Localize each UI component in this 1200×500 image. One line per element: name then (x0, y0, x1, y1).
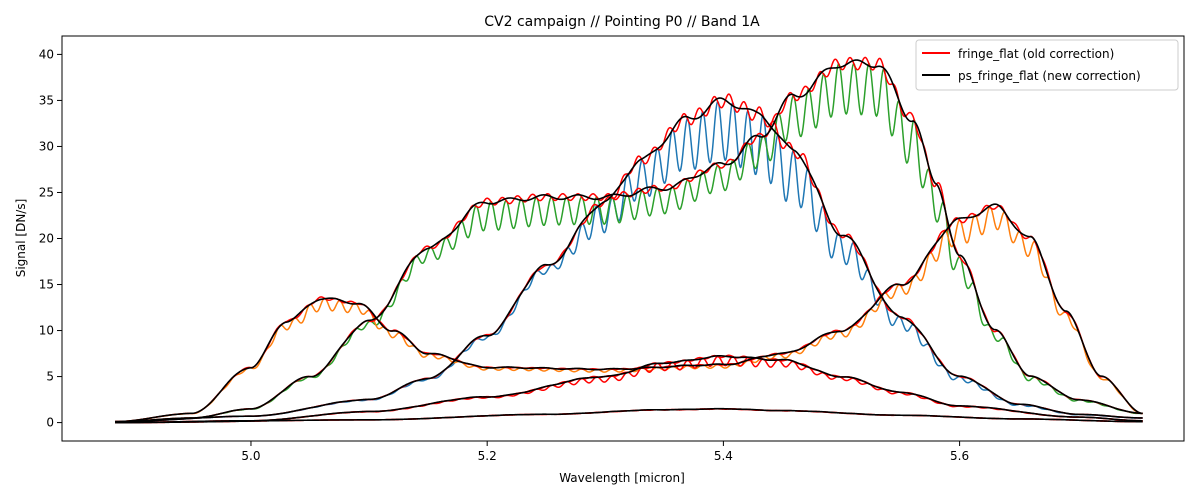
new-correction-spectrum-3 (115, 354, 1143, 424)
x-tick-label: 5.6 (950, 449, 969, 463)
legend-frame (915, 39, 1179, 91)
x-tick-label: 5.2 (478, 449, 497, 463)
y-tick-label: 0 (46, 416, 54, 430)
legend: fringe_flat (old correction) ps_fringe_f… (915, 39, 1179, 91)
new-correction-spectrum-2 (115, 203, 1143, 423)
new-correction-spectrum-4 (115, 407, 1143, 424)
y-tick-label: 35 (39, 93, 54, 107)
ticks-layer: 5.0 5.2 5.4 5.6 0 5 10 15 20 25 30 35 40 (39, 47, 969, 463)
x-tick-label: 5.4 (714, 449, 733, 463)
y-axis-label: Signal [DN/s] (14, 199, 28, 278)
y-tick-label: 15 (39, 278, 54, 292)
y-tick-label: 20 (39, 232, 54, 246)
new-correction-spectrum-1 (115, 59, 1143, 423)
legend-label-new-correction: ps_fringe_flat (new correction) (958, 69, 1141, 83)
y-tick-label: 25 (39, 185, 54, 199)
y-tick-label: 30 (39, 139, 54, 153)
y-tick-label: 5 (46, 370, 54, 384)
legend-label-old-correction: fringe_flat (old correction) (958, 47, 1114, 61)
y-tick-label: 40 (39, 47, 54, 61)
series-layer (115, 56, 1143, 424)
x-axis-label: Wavelength [micron] (559, 471, 685, 485)
raw-spectrum-green-1 (115, 62, 1143, 423)
new-correction-spectrum-0 (115, 97, 1143, 423)
x-tick-label: 5.0 (241, 449, 260, 463)
y-tick-label: 10 (39, 324, 54, 338)
chart-title: CV2 campaign // Pointing P0 // Band 1A (484, 14, 760, 30)
